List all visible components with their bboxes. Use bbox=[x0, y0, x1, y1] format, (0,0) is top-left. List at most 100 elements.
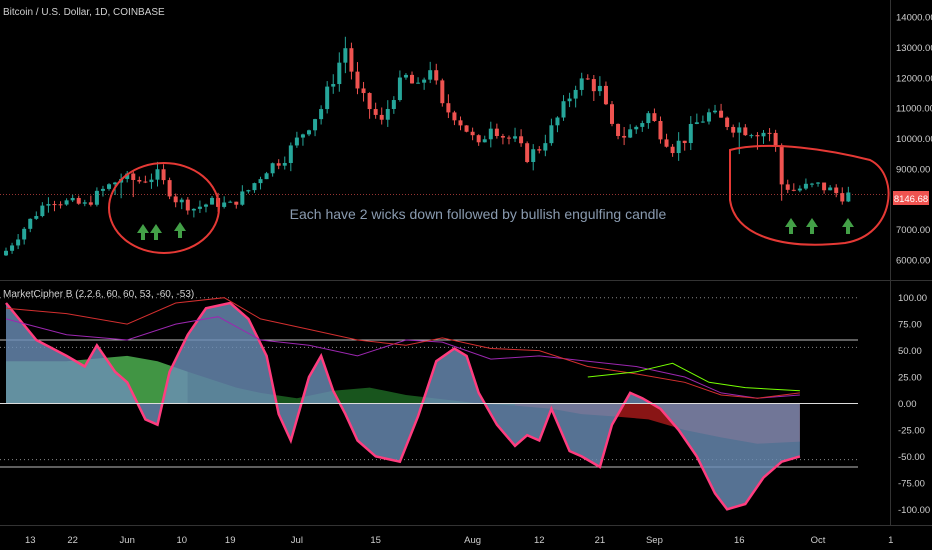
candle-body bbox=[670, 146, 675, 154]
price-axis-label: 12000.00 bbox=[896, 73, 932, 84]
candle-body bbox=[525, 143, 530, 162]
candle-body bbox=[197, 206, 202, 209]
candle-body bbox=[743, 127, 748, 136]
candle-body bbox=[779, 145, 784, 185]
candle-body bbox=[731, 126, 736, 133]
candle-body bbox=[94, 190, 99, 205]
osc-axis-label: -25.00 bbox=[898, 425, 925, 436]
time-axis-label: Sep bbox=[646, 535, 663, 546]
candle-body bbox=[561, 101, 566, 118]
candle-body bbox=[537, 149, 542, 151]
price-axis-label: 6000.00 bbox=[896, 255, 930, 266]
time-axis-label: 22 bbox=[67, 535, 78, 546]
candle-body bbox=[646, 113, 651, 124]
candle-body bbox=[349, 48, 354, 72]
candle-body bbox=[325, 86, 330, 110]
candle-body bbox=[155, 169, 160, 180]
price-axis-label: 14000.00 bbox=[896, 13, 932, 24]
candle-body bbox=[567, 98, 572, 102]
candle-body bbox=[470, 131, 475, 136]
candle-body bbox=[100, 188, 105, 191]
candle-body bbox=[258, 179, 263, 184]
candle-body bbox=[16, 239, 21, 246]
candle-body bbox=[46, 204, 51, 206]
candle-body bbox=[622, 135, 627, 138]
time-axis-label: 19 bbox=[225, 535, 236, 546]
candle-body bbox=[107, 184, 112, 189]
candle-body bbox=[403, 74, 408, 78]
candle-body bbox=[240, 191, 245, 205]
time-axis-label: Jul bbox=[291, 535, 303, 546]
candle-body bbox=[70, 197, 75, 201]
annotations: Each have 2 wicks down followed by bulli… bbox=[108, 144, 890, 254]
candle-body bbox=[76, 197, 81, 204]
candle-body bbox=[464, 125, 469, 132]
candle-body bbox=[294, 137, 299, 146]
up-arrow-icon bbox=[174, 222, 186, 238]
candle-body bbox=[52, 204, 57, 206]
candle-body bbox=[203, 204, 208, 207]
time-axis-label: 10 bbox=[176, 535, 187, 546]
candle-body bbox=[385, 108, 390, 120]
candle-body bbox=[343, 48, 348, 63]
candle-body bbox=[307, 130, 311, 135]
time-axis-label: Oct bbox=[811, 535, 826, 546]
candle-body bbox=[4, 250, 8, 256]
last-price-value: 8146.68 bbox=[894, 194, 928, 205]
candle-body bbox=[549, 125, 554, 144]
candle-body bbox=[40, 205, 45, 217]
candle-body bbox=[125, 173, 130, 179]
price-axis-label: 13000.00 bbox=[896, 43, 932, 54]
candle-body bbox=[64, 200, 69, 205]
candle-body bbox=[513, 136, 518, 139]
candle-body bbox=[579, 78, 584, 90]
price-axis-label: 9000.00 bbox=[896, 164, 930, 175]
osc-axis-label: 75.00 bbox=[898, 320, 922, 331]
candle-body bbox=[319, 109, 324, 120]
candle-body bbox=[58, 204, 63, 206]
candle-body bbox=[591, 79, 596, 92]
candle-body bbox=[300, 134, 305, 138]
candle-body bbox=[179, 199, 184, 203]
candle-body bbox=[367, 93, 372, 110]
candle-body bbox=[664, 139, 669, 147]
osc-axis-label: 100.00 bbox=[898, 293, 927, 304]
price-axis-label: 7000.00 bbox=[896, 225, 930, 236]
candle-body bbox=[373, 109, 378, 115]
time-axis-label: 16 bbox=[734, 535, 745, 546]
candle-body bbox=[410, 74, 415, 84]
candle-body bbox=[785, 184, 790, 190]
candle-body bbox=[476, 135, 481, 143]
time-axis-label: 12 bbox=[534, 535, 545, 546]
candle-body bbox=[264, 173, 269, 180]
price-axis-label: 10000.00 bbox=[896, 134, 932, 145]
candle-body bbox=[597, 85, 602, 92]
candle-body bbox=[276, 163, 281, 166]
candle-body bbox=[331, 84, 336, 87]
candle-body bbox=[22, 228, 27, 240]
candle-body bbox=[761, 132, 766, 137]
oscillator-pane bbox=[0, 297, 860, 511]
candle-body bbox=[755, 135, 760, 137]
candle-body bbox=[149, 179, 154, 183]
candle-body bbox=[391, 100, 396, 109]
rsi-line-green bbox=[587, 362, 800, 392]
candle-body bbox=[482, 139, 487, 143]
candle-body bbox=[797, 188, 802, 191]
candle-body bbox=[361, 88, 366, 94]
candle-body bbox=[749, 135, 754, 137]
candle-body bbox=[488, 128, 493, 140]
candle-body bbox=[573, 89, 578, 99]
up-arrow-icon bbox=[806, 218, 818, 234]
time-axis-label: 15 bbox=[370, 535, 381, 546]
candle-body bbox=[270, 163, 275, 174]
price-axis-label: 11000.00 bbox=[896, 104, 932, 115]
time-axis-label: 1 bbox=[888, 535, 893, 546]
candle-body bbox=[634, 126, 639, 130]
candle-body bbox=[828, 187, 833, 191]
candle-body bbox=[494, 128, 499, 137]
candle-body bbox=[10, 245, 15, 251]
candle-body bbox=[658, 121, 663, 140]
rsi-line-red bbox=[5, 297, 800, 399]
